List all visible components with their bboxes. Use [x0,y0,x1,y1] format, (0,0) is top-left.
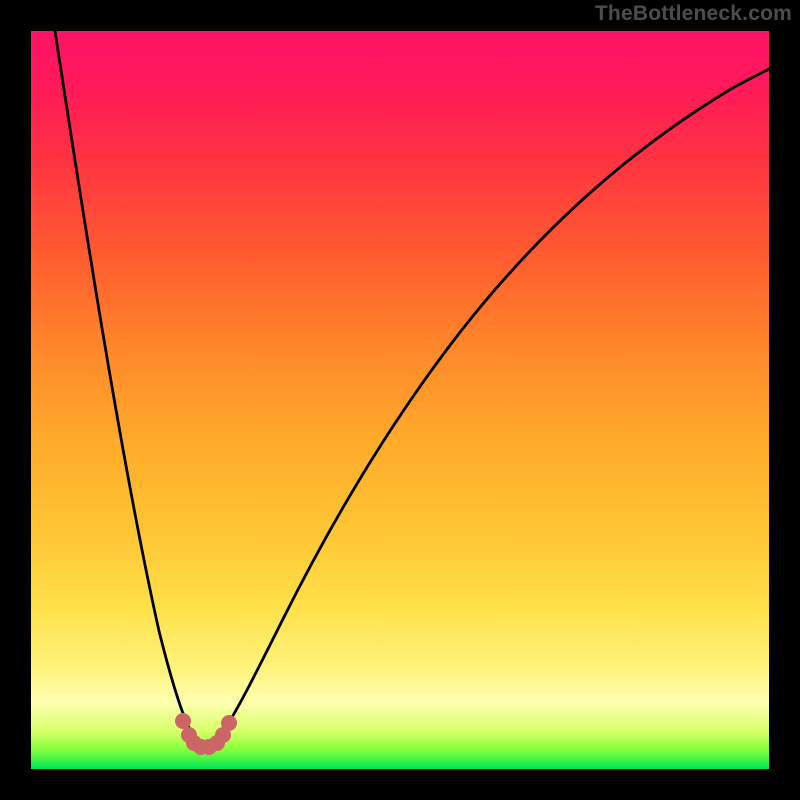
chart-frame: TheBottleneck.com [0,0,800,800]
marker-dot [221,715,237,731]
plot-area [31,31,769,769]
curve-minimum-markers [175,713,237,755]
watermark-text: TheBottleneck.com [595,2,792,26]
bottleneck-curve [55,31,769,744]
marker-dot [175,713,191,729]
plot-svg [31,31,769,769]
